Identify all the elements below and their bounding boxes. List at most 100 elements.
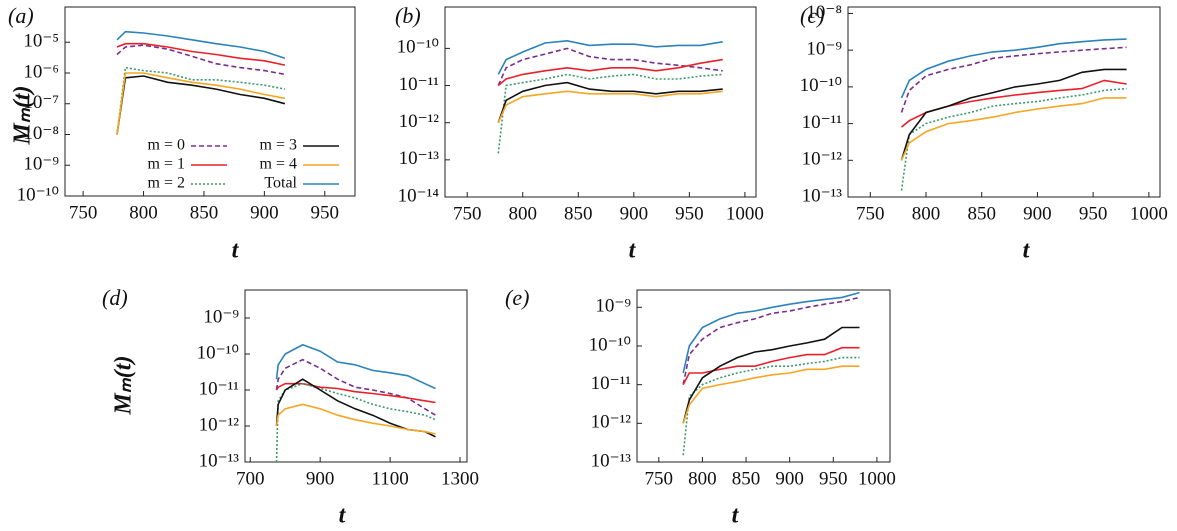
series-line [497,90,723,124]
x-axis-label: t [1023,238,1031,264]
x-tick-label: 700 [236,468,265,489]
x-tick-label: 850 [564,203,593,224]
x-axis-label: t [232,238,240,264]
series-line [497,47,723,86]
series-line [275,403,436,435]
y-tick-label: 10⁻¹² [591,412,632,433]
x-tick-label: 750 [645,468,674,489]
panel: (d) Mₘ(t) t 700 900 1100 1300 10⁻¹³ 10⁻¹² 10⁻¹¹ 10… [102,285,479,528]
plot-frame [64,6,356,197]
y-tick-label: 10⁻¹⁰ [397,37,439,58]
series-line [900,46,1127,113]
legend-label: m = 2 [148,175,185,192]
y-tick-label: 10⁻¹⁰ [17,184,59,205]
series-line [497,73,723,154]
legend-label: m = 0 [148,137,185,154]
y-tick-label: 10⁻⁹ [595,296,631,317]
x-tick-label: 750 [69,202,98,223]
series-line [275,382,436,463]
series-line [682,291,860,374]
x-tick-label: 800 [688,468,717,489]
series-line [275,382,436,404]
panel-label: (e) [505,285,529,310]
y-tick-label: 10⁻⁸ [806,2,842,23]
panel: (b) t 750 800 850 900 950 1000 10⁻¹⁴ 10⁻¹³ 10⁻¹² 10… [395,3,764,263]
x-tick-label: 950 [819,468,848,489]
x-tick-label: 850 [190,202,219,223]
y-tick-label: 10⁻¹³ [199,450,240,471]
panel: (e) t 750 800 850 900 950 1000 10⁻¹³ 10⁻¹² 10⁻¹¹ 10… [505,285,896,528]
x-axis-label: t [629,238,637,264]
y-tick-label: 10⁻¹³ [399,148,440,169]
y-tick-label: 10⁻¹⁰ [197,342,239,363]
x-tick-label: 900 [306,468,335,489]
series-line [116,72,286,135]
plot-frame [444,6,757,198]
y-tick-label: 10⁻⁷ [23,92,59,113]
series-line [116,66,286,135]
x-tick-label: 850 [732,468,761,489]
series-line [682,296,860,385]
plot-frame [636,289,891,463]
panel: (c) t 750 800 850 900 950 1000 10⁻¹³ 10⁻¹² 10⁻¹¹ 10… [800,2,1168,264]
legend-label: m = 4 [260,156,297,173]
series-line [497,81,723,123]
plot-frame [244,289,468,463]
y-tick-label: 10⁻¹⁴ [398,185,440,206]
x-tick-label: 800 [912,203,941,224]
x-tick-label: 950 [1079,203,1108,224]
y-tick-label: 10⁻⁹ [806,39,842,60]
series-line [116,44,286,76]
x-tick-label: 750 [856,203,885,224]
panel-label: (b) [395,3,421,28]
series-line [900,97,1127,161]
x-tick-label: 800 [509,203,538,224]
y-tick-label: 10⁻⁹ [203,306,239,327]
series-line [682,326,860,424]
y-tick-label: 10⁻⁹ [23,154,59,175]
x-tick-label: 1000 [858,468,896,489]
series-line [275,343,436,390]
series-line [900,87,1127,191]
plot-frame [847,6,1161,198]
series-line [116,75,286,135]
x-tick-label: 850 [967,203,996,224]
y-axis-label: Mₘ(t) [111,356,137,416]
y-axis-label: Mₘ(t) [10,86,36,146]
legend-label: m = 1 [148,156,185,173]
series-line [116,42,286,66]
y-tick-label: 10⁻⁶ [23,61,59,82]
x-tick-label: 1000 [1130,203,1168,224]
series-line [275,358,436,416]
series-line [497,58,723,87]
x-tick-label: 900 [620,203,649,224]
series-line [116,30,286,60]
y-tick-label: 10⁻¹⁰ [800,75,842,96]
x-axis-label: t [732,503,740,529]
panel: (a) Mₘ(t) t 750 800 850 900 950 10⁻¹⁰ 10⁻⁹ 10⁻⁸ 10⁻… [8,3,356,264]
panel-label: (a) [8,3,34,28]
y-tick-label: 10⁻¹³ [802,185,843,206]
panel-label: (c) [800,3,824,28]
x-tick-label: 750 [453,203,482,224]
series-line [497,39,723,75]
y-tick-label: 10⁻¹² [399,111,440,132]
x-tick-label: 1300 [441,468,479,489]
x-tick-label: 950 [311,202,340,223]
y-tick-label: 10⁻¹¹ [802,112,843,133]
y-tick-label: 10⁻⁵ [23,31,59,52]
x-tick-label: 1100 [371,468,408,489]
series-line [275,378,436,438]
legend-label: Total [264,175,297,192]
x-tick-label: 800 [129,202,158,223]
x-tick-label: 950 [675,203,704,224]
y-tick-label: 10⁻¹¹ [591,373,632,394]
series-line [682,365,860,424]
panel-label: (d) [102,285,128,310]
legend-label: m = 3 [260,137,297,154]
series-line [900,38,1127,99]
y-tick-label: 10⁻¹² [802,149,843,170]
x-tick-label: 900 [775,468,804,489]
